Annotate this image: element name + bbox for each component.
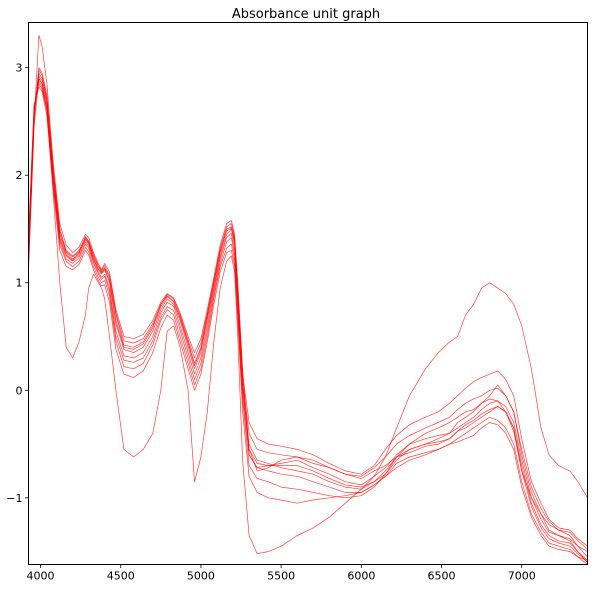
plot-frame: [28, 22, 588, 565]
x-tick-label: 5000: [187, 570, 215, 583]
spectrum-line-10: [28, 78, 588, 555]
plot-lines: [28, 35, 588, 565]
x-tick-label: 4000: [27, 570, 55, 583]
x-tick-label: 6500: [428, 570, 456, 583]
spectrum-line-1: [28, 35, 588, 558]
x-tick-label: 6000: [347, 570, 375, 583]
x-tick-label: 7000: [508, 570, 536, 583]
chart-title: Absorbance unit graph: [232, 7, 380, 22]
x-axis: 4000 4500 5000 5500 6000 6500 7000: [27, 564, 536, 583]
y-tick-label: 0: [16, 384, 23, 397]
spectrum-line-4: [28, 78, 588, 561]
y-tick-label: −1: [6, 492, 22, 505]
spectrum-line-6: [28, 69, 588, 547]
spectrum-line-7: [28, 80, 588, 565]
y-tick-label: 2: [16, 169, 23, 182]
y-tick-label: 3: [16, 62, 23, 75]
spectrum-line-9: [28, 86, 588, 561]
x-tick-label: 5500: [267, 570, 295, 583]
x-tick-label: 4500: [107, 570, 135, 583]
y-axis: 3 2 1 0 −1: [6, 62, 29, 505]
spectrum-line-8: [28, 83, 588, 563]
y-tick-label: 1: [16, 277, 23, 290]
